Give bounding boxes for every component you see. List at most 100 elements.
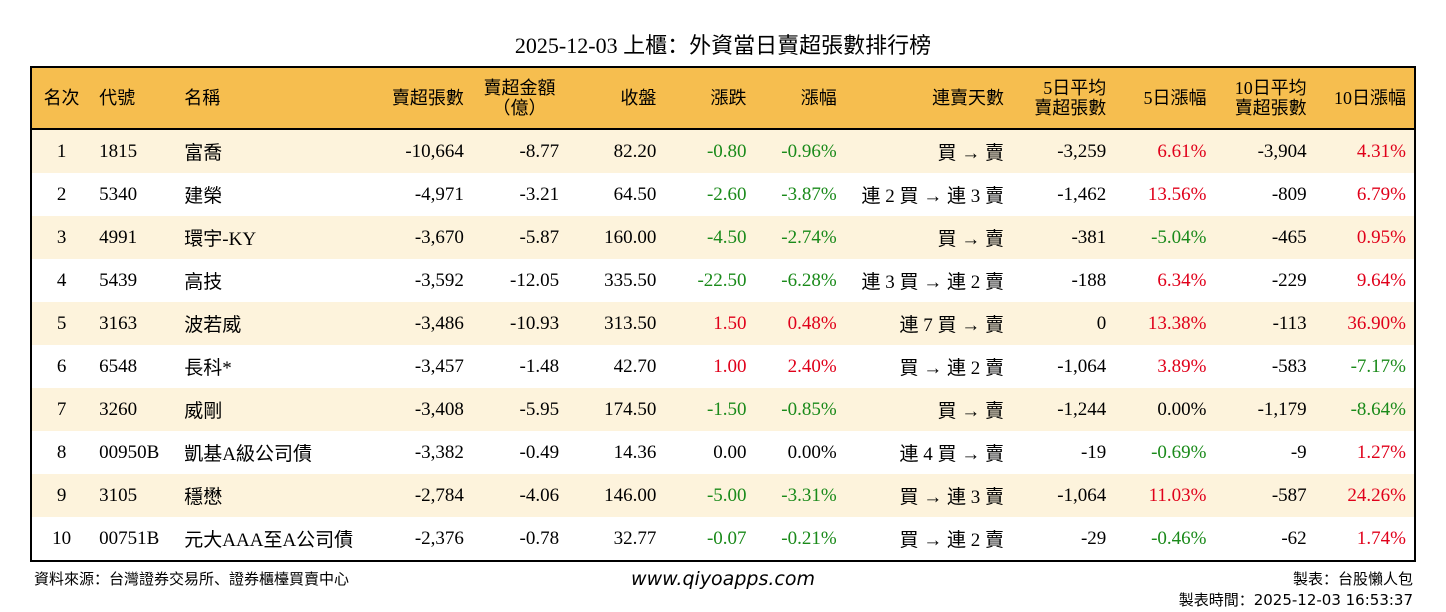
cell-net-sell-amount: -8.77 [519, 140, 560, 162]
cell-name: 富喬 [184, 143, 223, 164]
header-pct5: 5日漲幅 [1143, 88, 1207, 108]
cell-net-sell-amount: -0.49 [519, 441, 560, 463]
cell-net-sell-lots: -3,457 [414, 355, 464, 377]
cell-pct10: 4.31% [1356, 140, 1406, 162]
cell-streak: 買 → 連 2 賣 [899, 530, 1005, 551]
cell-avg10-net-sell: -809 [1271, 183, 1307, 205]
cell-change-pct: -0.85% [781, 398, 837, 420]
cell-avg10-net-sell: -229 [1271, 269, 1307, 291]
table-row: 8 00950B 凱基A級公司債 -3,382 -0.49 14.36 0.00 0.00% 連… [31, 431, 1415, 474]
cell-avg10-net-sell: -1,179 [1257, 398, 1307, 420]
cell-net-sell-lots: -4,971 [414, 183, 464, 205]
cell-streak: 買 → 賣 [937, 143, 1005, 164]
cell-avg5-net-sell: -19 [1080, 441, 1107, 463]
cell-avg10-net-sell: -62 [1281, 527, 1307, 549]
cell-avg5-net-sell: -1,064 [1057, 355, 1107, 377]
cell-net-sell-lots: -2,784 [414, 484, 464, 506]
cell-pct5: 13.38% [1147, 312, 1207, 334]
cell-net-sell-lots: -3,408 [414, 398, 464, 420]
cell-change: -0.80 [706, 140, 747, 162]
cell-net-sell-amount: -5.87 [519, 226, 560, 248]
cell-change: -22.50 [697, 269, 747, 291]
cell-change: 1.00 [713, 355, 747, 377]
cell-code: 4991 [99, 226, 138, 248]
cell-code: 00751B [99, 527, 160, 549]
cell-pct5: 0.00% [1157, 398, 1207, 420]
cell-name: 建榮 [184, 186, 223, 207]
cell-net-sell-lots: -3,670 [414, 226, 464, 248]
cell-rank: 3 [56, 226, 67, 248]
cell-pct10: -8.64% [1350, 398, 1406, 420]
cell-name: 環宇-KY [184, 229, 257, 250]
cell-rank: 2 [56, 183, 67, 205]
cell-avg10-net-sell: -9 [1290, 441, 1307, 463]
header-net-sell-amount: 賣超金額 （億） [483, 78, 556, 118]
cell-name: 高技 [184, 272, 223, 293]
cell-avg5-net-sell: -29 [1080, 527, 1107, 549]
cell-change: -4.50 [706, 226, 747, 248]
cell-streak: 連 7 買 → 賣 [899, 315, 1005, 336]
cell-net-sell-amount: -10.93 [510, 312, 560, 334]
data-source: 資料來源：台灣證券交易所、證券櫃檯買賣中心 [34, 570, 350, 588]
website-link[interactable]: www.qiyoapps.com [631, 568, 815, 590]
cell-name: 凱基A級公司債 [184, 444, 313, 465]
header-name: 名稱 [184, 88, 221, 108]
cell-change-pct: -3.87% [781, 183, 837, 205]
header-rank: 名次 [43, 88, 80, 108]
cell-code: 3260 [99, 398, 138, 420]
cell-change-pct: -0.96% [781, 140, 837, 162]
header-code: 代號 [99, 88, 136, 108]
table-row: 9 3105 穩懋 -2,784 -4.06 146.00 -5.00 -3.31% 買 → 連… [31, 474, 1415, 517]
cell-avg10-net-sell: -465 [1271, 226, 1307, 248]
cell-net-sell-amount: -5.95 [519, 398, 560, 420]
cell-streak: 買 → 賣 [937, 229, 1005, 250]
cell-pct10: 36.90% [1347, 312, 1406, 334]
cell-close: 32.77 [613, 527, 657, 549]
cell-avg10-net-sell: -113 [1272, 312, 1307, 334]
cell-avg10-net-sell: -587 [1271, 484, 1307, 506]
cell-close: 14.36 [613, 441, 657, 463]
cell-avg5-net-sell: -1,244 [1057, 398, 1107, 420]
cell-change: -2.60 [706, 183, 747, 205]
cell-code: 00950B [99, 441, 160, 463]
cell-net-sell-amount: -3.21 [519, 183, 560, 205]
table-row: 10 00751B 元大AAA至A公司債 -2,376 -0.78 32.77 -0.07 -… [31, 517, 1415, 561]
cell-pct5: 3.89% [1157, 355, 1207, 377]
author: 製表：台股懶人包 [1292, 570, 1413, 588]
generated-time: 製表時間：2025-12-03 16:53:37 [1178, 591, 1413, 609]
cell-streak: 買 → 連 3 賣 [899, 487, 1005, 508]
cell-avg10-net-sell: -3,904 [1257, 140, 1307, 162]
cell-code: 1815 [99, 140, 138, 162]
cell-net-sell-lots: -3,382 [414, 441, 464, 463]
table-header: 名次 代號 名稱 賣超張數 賣超金額 （億） 收盤 漲跌 漲幅 連賣天數 5日平均 賣超張數 5日漲… [31, 67, 1415, 129]
cell-name: 元大AAA至A公司債 [184, 530, 354, 551]
header-avg10-net-sell: 10日平均 賣超張數 [1234, 78, 1307, 118]
cell-avg5-net-sell: -188 [1071, 269, 1107, 291]
cell-rank: 10 [52, 527, 72, 549]
cell-avg10-net-sell: -583 [1271, 355, 1307, 377]
cell-net-sell-lots: -3,486 [414, 312, 464, 334]
cell-code: 5340 [99, 183, 138, 205]
table-row: 1 1815 富喬 -10,664 -8.77 82.20 -0.80 -0.96% 買 → 賣… [31, 129, 1415, 173]
header-change: 漲跌 [710, 88, 747, 108]
cell-pct5: -0.69% [1151, 441, 1207, 463]
header-net-sell-lots: 賣超張數 [391, 88, 464, 108]
table-row: 3 4991 環宇-KY -3,670 -5.87 160.00 -4.50 -2.74% 買 … [31, 216, 1415, 259]
cell-change: -0.07 [706, 527, 747, 549]
cell-net-sell-lots: -3,592 [414, 269, 464, 291]
cell-pct10: 9.64% [1356, 269, 1406, 291]
cell-change: 0.00 [713, 441, 747, 463]
cell-avg5-net-sell: -1,064 [1057, 484, 1107, 506]
cell-pct5: 6.34% [1157, 269, 1207, 291]
header-close: 收盤 [620, 88, 657, 108]
cell-pct10: -7.17% [1350, 355, 1406, 377]
ranking-table: 名次 代號 名稱 賣超張數 賣超金額 （億） 收盤 漲跌 漲幅 連賣天數 5日平均 賣超張數 5日漲… [30, 66, 1416, 562]
cell-streak: 連 2 買 → 連 3 賣 [861, 186, 1005, 207]
cell-rank: 6 [56, 355, 67, 377]
cell-pct10: 0.95% [1356, 226, 1406, 248]
cell-close: 174.50 [604, 398, 657, 420]
cell-avg5-net-sell: 0 [1096, 312, 1107, 334]
cell-avg5-net-sell: -1,462 [1057, 183, 1107, 205]
cell-change: 1.50 [713, 312, 747, 334]
cell-pct10: 24.26% [1347, 484, 1406, 506]
